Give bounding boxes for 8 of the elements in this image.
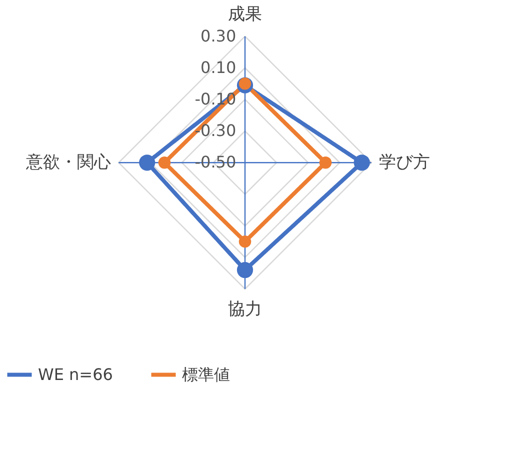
legend-label: 標準値: [182, 364, 230, 384]
spoke-label: 協力: [228, 300, 262, 320]
spoke-label: 意欲・関心: [25, 152, 112, 173]
legend-label: WE n=66: [38, 364, 113, 384]
spoke-label: 成果: [228, 4, 262, 25]
y-tick-label: 0.30: [200, 26, 236, 46]
y-tick-label: 0.10: [200, 58, 236, 77]
spoke-label: 学び方: [378, 152, 430, 173]
